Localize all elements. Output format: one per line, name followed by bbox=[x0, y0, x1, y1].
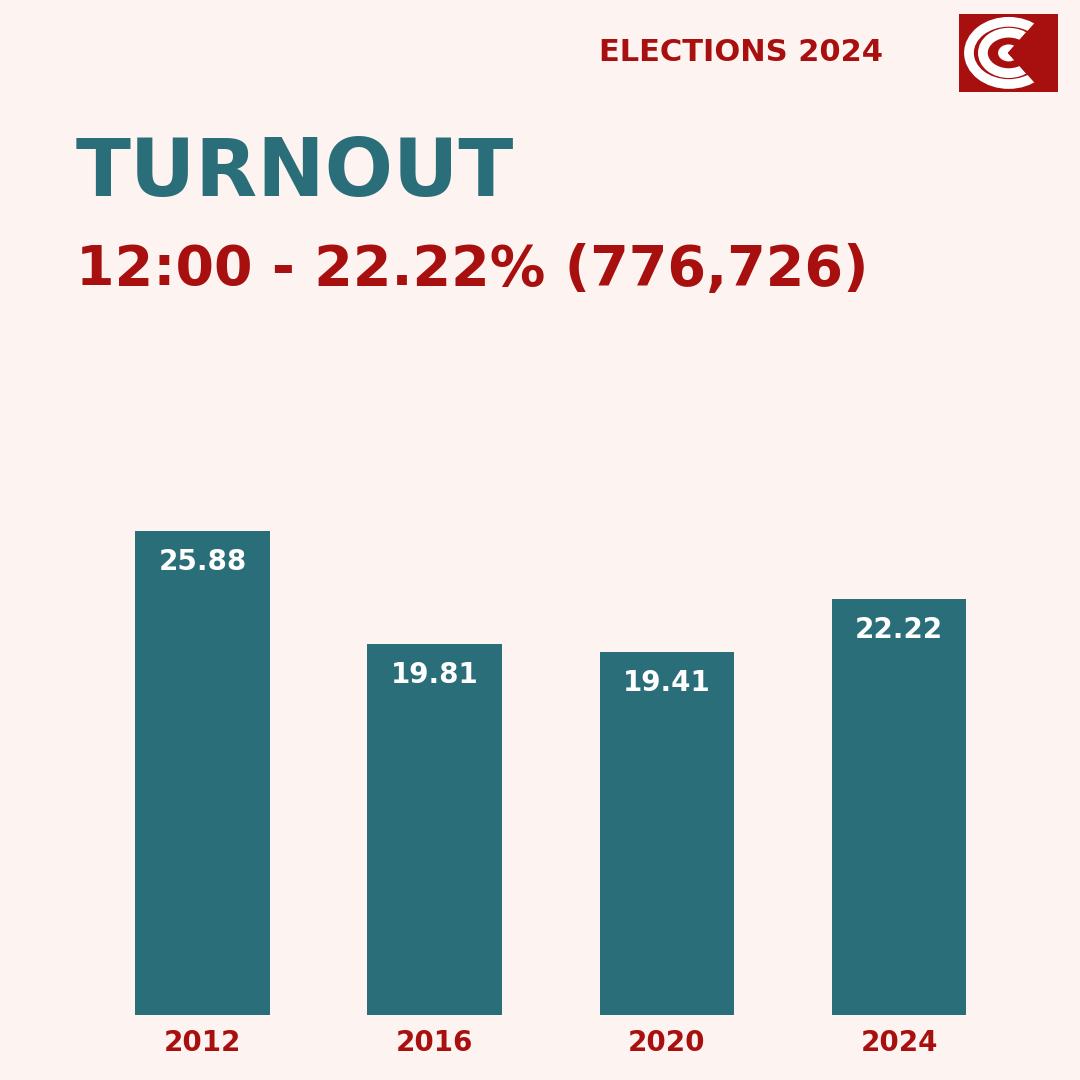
Text: 25.88: 25.88 bbox=[159, 548, 246, 576]
Bar bbox=[135, 530, 270, 1015]
Text: 12:00 - 22.22% (776,726): 12:00 - 22.22% (776,726) bbox=[76, 243, 868, 297]
Text: 19.81: 19.81 bbox=[391, 661, 478, 689]
Circle shape bbox=[999, 45, 1018, 60]
Text: 19.41: 19.41 bbox=[623, 669, 711, 697]
Text: ELECTIONS 2024: ELECTIONS 2024 bbox=[599, 38, 883, 67]
Text: TURNOUT: TURNOUT bbox=[76, 135, 514, 213]
Bar bbox=[367, 645, 502, 1015]
Wedge shape bbox=[1009, 32, 1040, 73]
Bar bbox=[832, 599, 967, 1015]
Bar bbox=[599, 652, 734, 1015]
Wedge shape bbox=[1009, 24, 1054, 82]
Text: 22.22: 22.22 bbox=[855, 616, 943, 644]
